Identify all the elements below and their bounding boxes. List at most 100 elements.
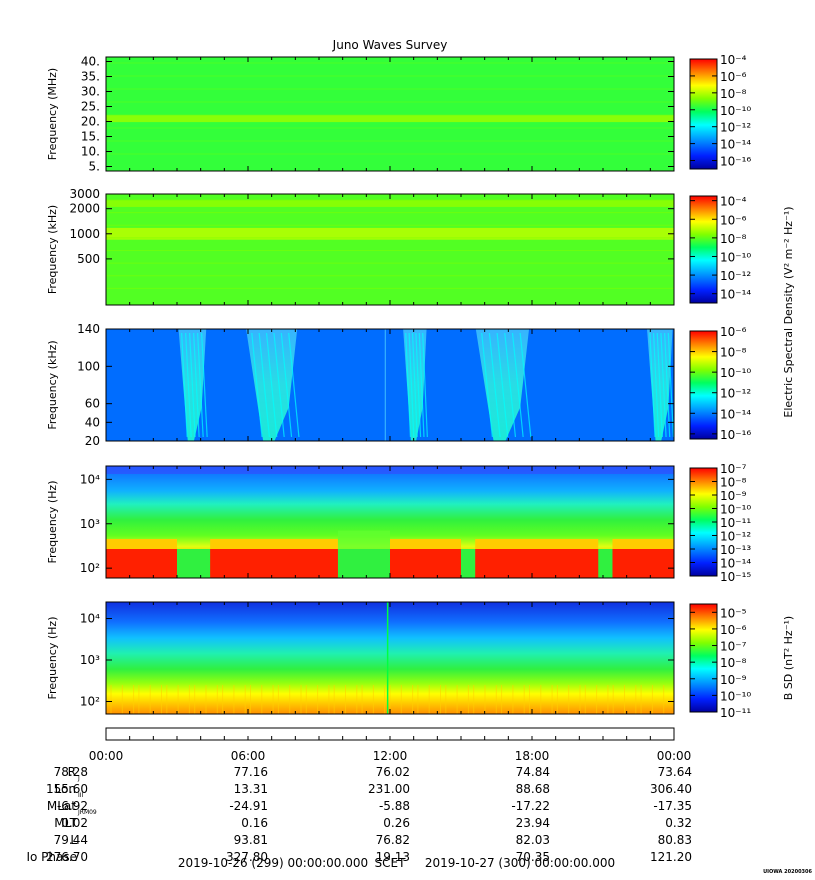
colorbar-tick-label: 10⁻⁴	[720, 53, 747, 67]
y-axis-label: Frequency (Hz)	[46, 617, 59, 700]
spectrogram-panel-1: 5.10.15.20.25.30.35.40. Frequency (MHz) 10…	[46, 53, 751, 174]
colorbar-tick-label: 10⁻¹²	[720, 387, 751, 401]
time-axis: 00:00 06:00 12:00 18:00 00:00	[89, 727, 691, 763]
y-tick-label: 35.	[81, 70, 100, 84]
ephemeris-row-Rj: R J78.28 77.16 76.02 74.84 73.64	[54, 765, 692, 782]
ephemeris-value: 82.03	[516, 833, 550, 847]
burst-striation	[667, 332, 675, 438]
colorbar-tick-label: 10⁻¹⁰	[720, 366, 751, 380]
ephemeris-value: 327.80	[226, 850, 268, 864]
emission-segment-edge	[210, 539, 338, 550]
ephemeris-label: MLT	[54, 816, 77, 830]
y-tick-label: 10²	[80, 695, 100, 709]
burst-striation	[197, 332, 204, 438]
burst-striation	[504, 332, 517, 438]
y-tick-label: 5.	[89, 160, 100, 174]
burst-striation	[280, 332, 293, 438]
ephemeris-value: -6.92	[57, 799, 88, 813]
ephemeris-value: -17.22	[511, 799, 550, 813]
ephemeris-value: 88.68	[516, 782, 550, 796]
emission-segment	[390, 549, 461, 578]
spectrogram-image	[106, 602, 674, 714]
colorbar-tick-label: 10⁻⁶	[720, 325, 747, 339]
y-tick-label: 10³	[80, 517, 100, 531]
y-tick-label: 2000	[69, 202, 100, 216]
colorbar-tick-label: 10⁻¹⁰	[720, 250, 751, 264]
ephemeris-value: 78.28	[54, 765, 88, 779]
colorbar: 10⁻¹⁴ 10⁻¹² 10⁻¹⁰ 10⁻⁸ 10⁻⁶ 10⁻⁴ Electric Spec…	[689, 195, 795, 418]
y-tick-label: 100	[77, 359, 100, 373]
y-tick-label: 20	[85, 434, 100, 448]
colorbar: 10⁻¹¹ 10⁻¹⁰ 10⁻⁹ 10⁻⁸ 10⁻⁷ 10⁻⁶ 10⁻⁵ B SD (nT² …	[689, 603, 795, 720]
burst-striation	[181, 332, 188, 438]
burst-striation	[189, 332, 196, 438]
colorbar-tick-label: 10⁻⁶	[720, 213, 747, 227]
burst-striation	[496, 332, 509, 438]
y-tick-label: 40.	[81, 55, 100, 69]
y-tick-label: 30.	[81, 85, 100, 99]
burst-striation	[411, 332, 418, 438]
burst-striation	[288, 332, 300, 438]
burst-striation	[511, 332, 524, 438]
colorbar-tick-label: 10⁻¹²	[720, 269, 751, 283]
ephemeris-value: 73.64	[658, 765, 692, 779]
ephemeris-value: 306.40	[650, 782, 692, 796]
colorbar-tick-label: 10⁻⁸	[720, 232, 747, 246]
colorbar-tick-label: 10⁻¹⁰	[720, 104, 751, 118]
ephemeris-value: -5.88	[379, 799, 410, 813]
y-tick-label: 10⁴	[80, 612, 100, 626]
ephemeris-row-L: L79.44 93.81 76.82 82.03 80.83	[54, 833, 692, 847]
colorbar-tick-label: 10⁻⁶	[720, 70, 747, 84]
burst-striation	[481, 332, 493, 438]
ephemeris-label: Lon	[55, 782, 76, 796]
colorbar-tick-label: 10⁻¹⁴	[720, 288, 751, 302]
burst-striation	[656, 332, 663, 438]
emission-band	[106, 200, 674, 207]
y-tick-label: 500	[77, 252, 100, 266]
ephemeris-value: 0.32	[665, 816, 692, 830]
colorbar-label: B SD (nT² Hz⁻¹)	[782, 616, 795, 700]
burst-striation	[251, 332, 263, 438]
emission-segment-edge	[475, 539, 599, 550]
y-tick-label: 60	[85, 397, 100, 411]
colorbar-tick-label: 10⁻¹²	[720, 121, 751, 135]
ephemeris-value: 276.70	[46, 850, 88, 864]
y-tick-label: 10.	[81, 145, 100, 159]
spectrogram-panel-5: 10² 10³ 10⁴ Frequency (Hz) 10⁻¹¹10⁻¹⁰10⁻⁹10⁻…	[46, 601, 795, 720]
footer-timebase: SCET	[375, 856, 407, 870]
spectrogram-panels: 5.10.15.20.25.30.35.40. Frequency (MHz) 10…	[46, 53, 795, 720]
emission-segment	[210, 549, 338, 578]
ephemeris-value: -17.35	[653, 799, 692, 813]
colorbar: 10⁻¹⁵10⁻¹⁴10⁻¹³10⁻¹²10⁻¹¹10⁻¹⁰10⁻⁹10⁻⁸10…	[689, 462, 751, 584]
time-tick-label: 18:00	[515, 749, 550, 763]
ephemeris-label-subscript: JRM09	[77, 809, 97, 816]
emission-band	[106, 227, 674, 240]
emission-segment-edge	[612, 539, 674, 550]
colorbar-tick-label: 10⁻¹⁴	[720, 407, 751, 421]
ephemeris-label: L	[70, 833, 77, 847]
colorbar-tick-label: 10⁻⁷	[720, 462, 747, 476]
ephemeris-row-MLat: MLat JRM09-6.92 -24.91 -5.88 -17.22 -17.35	[47, 799, 692, 816]
colorbar-tick-label: 10⁻¹⁴	[720, 557, 751, 571]
colorbar-tick-label: 10⁻⁷	[720, 640, 747, 654]
y-tick-label: 10³	[80, 653, 100, 667]
y-tick-label: 20.	[81, 115, 100, 129]
y-tick-label: 15.	[81, 130, 100, 144]
ephemeris-value: 74.84	[516, 765, 550, 779]
burst-striation	[273, 332, 285, 438]
colorbar-tick-label: 10⁻⁹	[720, 489, 747, 503]
footer-stamp: UIOWA 20200306	[763, 869, 812, 875]
ephemeris-value: 155.60	[46, 782, 88, 796]
colorbar-tick-label: 10⁻¹⁴	[720, 138, 751, 152]
spectrogram-image	[106, 57, 674, 171]
colorbar-tick-label: 10⁻⁹	[720, 673, 747, 687]
burst-striation	[408, 332, 415, 438]
burst-striation	[265, 332, 278, 438]
spectrogram-image	[106, 466, 674, 578]
